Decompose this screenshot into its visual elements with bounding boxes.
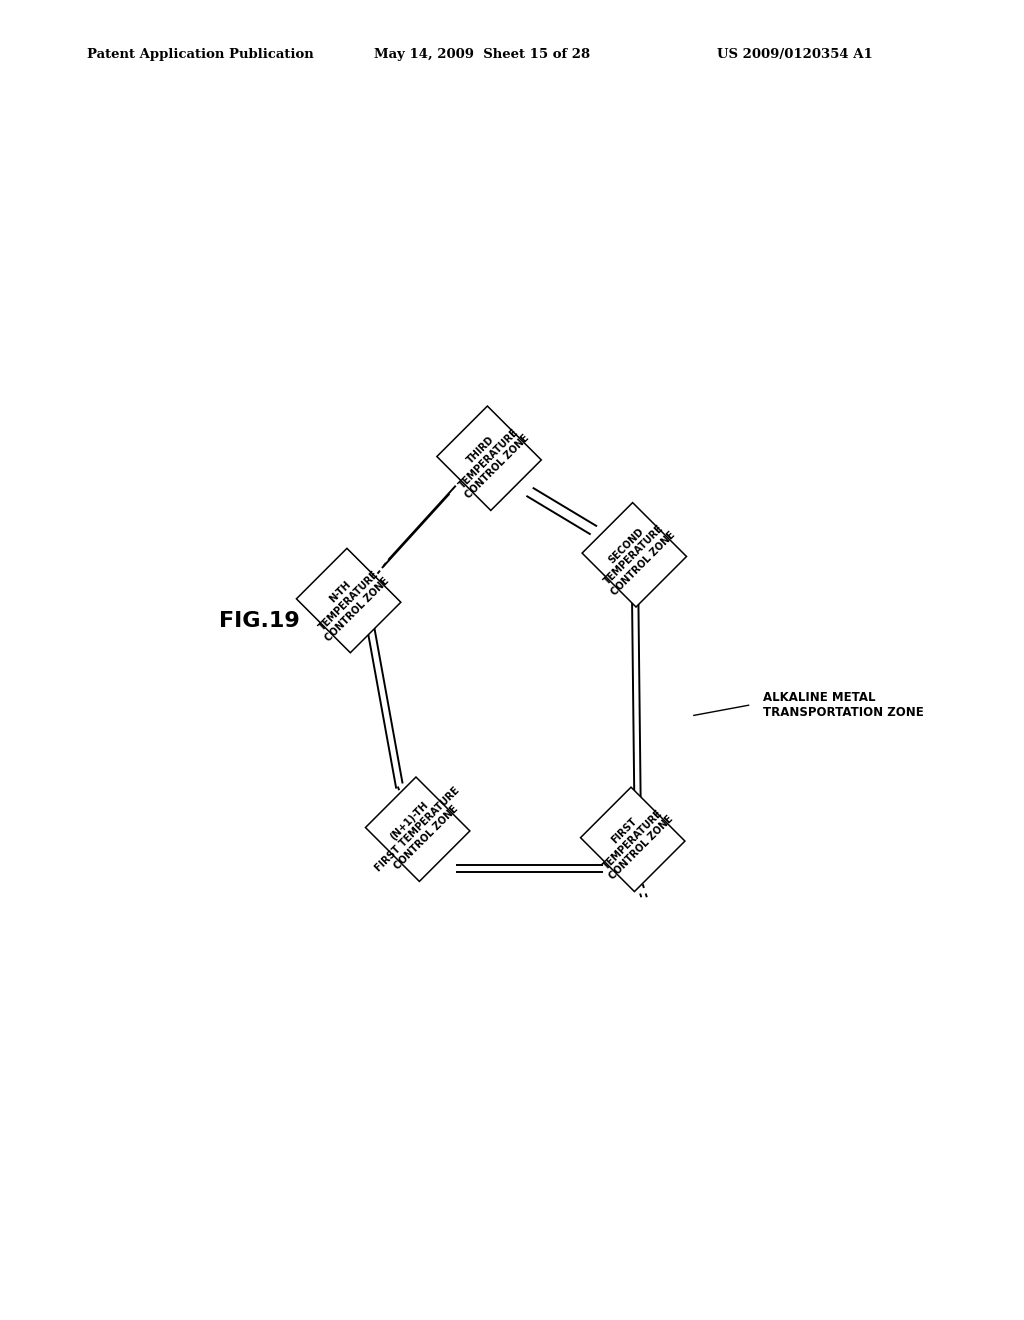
Text: THIRD
TEMPERATURE
CONTROL ZONE: THIRD TEMPERATURE CONTROL ZONE <box>446 416 531 500</box>
FancyBboxPatch shape <box>366 777 470 882</box>
Text: ALKALINE METAL
TRANSPORTATION ZONE: ALKALINE METAL TRANSPORTATION ZONE <box>763 692 924 719</box>
Text: May 14, 2009  Sheet 15 of 28: May 14, 2009 Sheet 15 of 28 <box>374 48 590 61</box>
FancyBboxPatch shape <box>581 787 685 891</box>
Text: SECOND
TEMPERATURE
CONTROL ZONE: SECOND TEMPERATURE CONTROL ZONE <box>592 512 677 597</box>
Text: FIG.19: FIG.19 <box>219 611 300 631</box>
Text: (N+1)-TH
FIRST TEMPERATURE
CONTROL ZONE: (N+1)-TH FIRST TEMPERATURE CONTROL ZONE <box>366 776 470 882</box>
FancyBboxPatch shape <box>296 548 400 652</box>
FancyBboxPatch shape <box>437 407 542 511</box>
FancyBboxPatch shape <box>582 503 686 607</box>
Text: FIRST
TEMPERATURE
CONTROL ZONE: FIRST TEMPERATURE CONTROL ZONE <box>591 797 675 882</box>
Text: Patent Application Publication: Patent Application Publication <box>87 48 313 61</box>
Text: N-TH
TEMPERATURE
CONTROL ZONE: N-TH TEMPERATURE CONTROL ZONE <box>306 558 391 643</box>
Text: US 2009/0120354 A1: US 2009/0120354 A1 <box>717 48 872 61</box>
